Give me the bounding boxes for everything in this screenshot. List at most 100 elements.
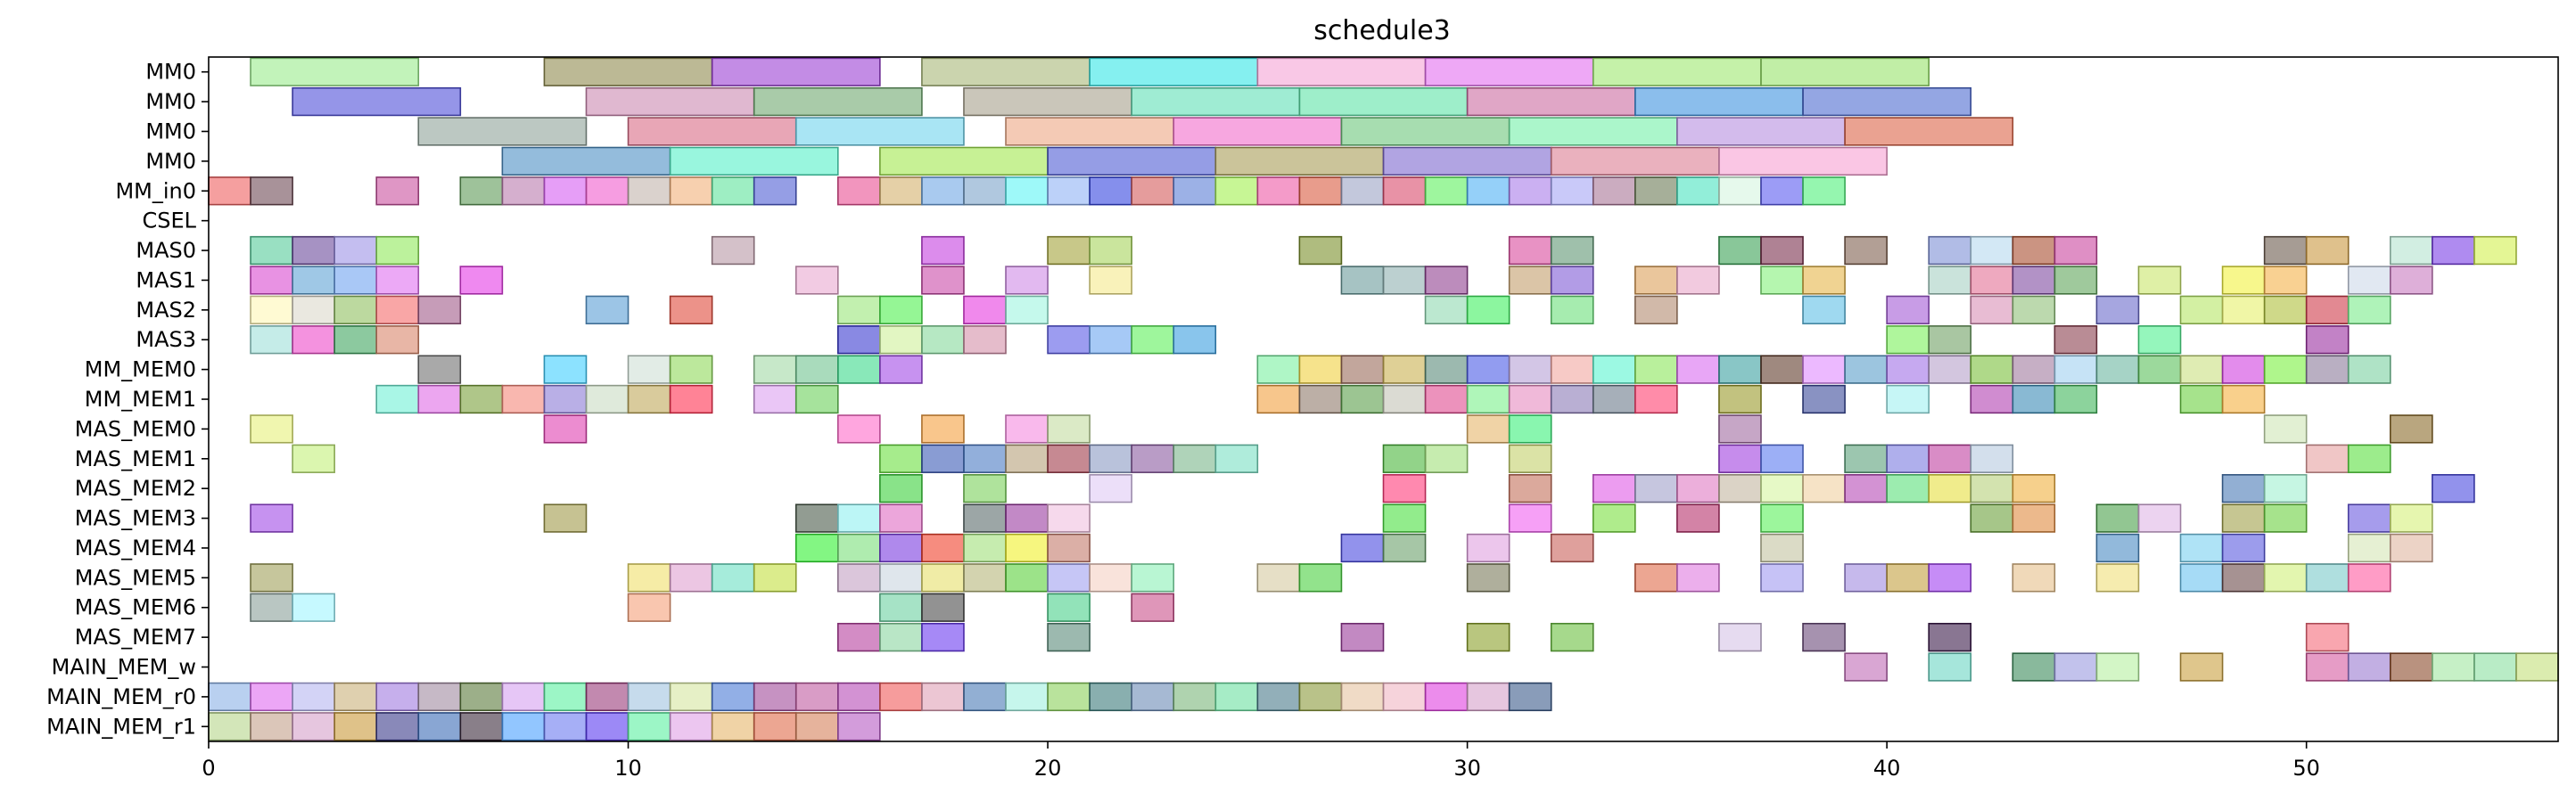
task-bar xyxy=(2012,384,2056,414)
task-bar xyxy=(1634,176,1678,206)
y-tick-label: MM_MEM0 xyxy=(85,357,196,382)
y-tick-label: MAS2 xyxy=(136,298,196,323)
task-bar xyxy=(921,593,965,622)
task-bar xyxy=(1508,414,1552,444)
task-bar xyxy=(1718,622,1762,652)
task-bar xyxy=(585,682,630,712)
task-bar xyxy=(1047,563,1090,593)
task-bar xyxy=(375,682,420,712)
task-bar xyxy=(1844,355,1888,384)
task-bar xyxy=(2012,355,2056,384)
task-bar xyxy=(879,474,923,503)
task-bar xyxy=(1508,117,1678,146)
task-bar xyxy=(2012,563,2056,593)
task-bar xyxy=(794,682,839,712)
y-axis: MM0 MM0 MM0 MM0 MM_in0 CSEL MAS0 MAS1 MAS2 MAS3 MM… xyxy=(46,60,209,739)
y-tick-label: MAS0 xyxy=(136,238,196,263)
task-bar xyxy=(1047,533,1090,563)
task-bar xyxy=(1424,266,1469,295)
task-bar xyxy=(1508,355,1552,384)
task-bar xyxy=(2389,533,2433,563)
task-bar xyxy=(2432,652,2475,682)
task-bar xyxy=(501,384,546,414)
task-bar xyxy=(1340,682,1385,712)
task-bar xyxy=(1131,682,1175,712)
task-bar xyxy=(250,414,293,444)
task-bar xyxy=(879,146,1049,176)
task-bar xyxy=(585,295,630,324)
task-bar xyxy=(879,176,923,206)
task-bar xyxy=(794,533,839,563)
task-bar xyxy=(879,682,923,712)
task-bar xyxy=(208,176,251,206)
x-tick-label: 40 xyxy=(1873,756,1901,781)
y-tick-label: MAS_MEM7 xyxy=(75,625,196,650)
task-bar xyxy=(837,533,881,563)
task-bar xyxy=(292,712,335,741)
task-bar xyxy=(1634,474,1678,503)
task-bar xyxy=(753,563,797,593)
task-bar xyxy=(1340,117,1510,146)
task-bar xyxy=(753,176,797,206)
task-bar xyxy=(2347,652,2391,682)
task-bar xyxy=(2305,355,2350,384)
task-bar xyxy=(1298,563,1343,593)
task-bar xyxy=(375,235,420,266)
task-bar xyxy=(837,295,881,324)
task-bar xyxy=(753,384,797,414)
task-bar xyxy=(2347,533,2391,563)
task-bar xyxy=(208,712,251,741)
task-bar xyxy=(1005,533,1049,563)
task-bar xyxy=(1886,355,1930,384)
task-bar xyxy=(1466,533,1510,563)
task-bar xyxy=(2221,355,2266,384)
task-bar xyxy=(459,384,504,414)
task-bar xyxy=(2095,533,2140,563)
task-bar xyxy=(1970,384,2014,414)
task-bar xyxy=(1298,682,1343,712)
task-bar xyxy=(1676,503,1720,533)
task-bar xyxy=(963,533,1007,563)
task-bar xyxy=(963,86,1132,117)
task-bar xyxy=(794,355,839,384)
task-bar xyxy=(1173,117,1343,146)
task-bar xyxy=(1676,176,1720,206)
task-bar xyxy=(2095,355,2140,384)
task-bar xyxy=(1340,266,1385,295)
task-bar xyxy=(1508,503,1552,533)
task-bar xyxy=(1508,235,1552,266)
task-bar xyxy=(2432,235,2475,266)
bars-layer xyxy=(208,57,2559,741)
task-bar xyxy=(1550,355,1594,384)
task-bar xyxy=(2012,295,2056,324)
task-bar xyxy=(1340,176,1385,206)
task-bar xyxy=(711,712,755,741)
task-bar xyxy=(543,57,713,86)
task-bar xyxy=(1089,563,1132,593)
task-bar xyxy=(1886,474,1930,503)
task-bar xyxy=(1214,444,1259,473)
task-bar xyxy=(1508,444,1552,473)
y-tick-label: MAS_MEM6 xyxy=(75,595,196,620)
task-bar xyxy=(2137,355,2182,384)
task-bar xyxy=(585,86,755,117)
task-bar xyxy=(2221,533,2266,563)
task-bar xyxy=(1466,86,1636,117)
task-bar xyxy=(1005,176,1049,206)
task-bar xyxy=(2389,652,2433,682)
task-bar xyxy=(1676,563,1720,593)
task-bar xyxy=(1760,57,1930,86)
task-bar xyxy=(1466,414,1510,444)
task-bar xyxy=(1508,176,1552,206)
task-bar xyxy=(1886,444,1930,473)
task-bar xyxy=(2095,295,2140,324)
task-bar xyxy=(963,503,1007,533)
task-bar xyxy=(963,474,1007,503)
x-tick-label: 20 xyxy=(1034,756,1062,781)
task-bar xyxy=(2347,266,2391,295)
task-bar xyxy=(208,682,251,712)
task-bar xyxy=(250,57,420,86)
task-bar xyxy=(669,712,713,741)
task-bar xyxy=(417,355,462,384)
